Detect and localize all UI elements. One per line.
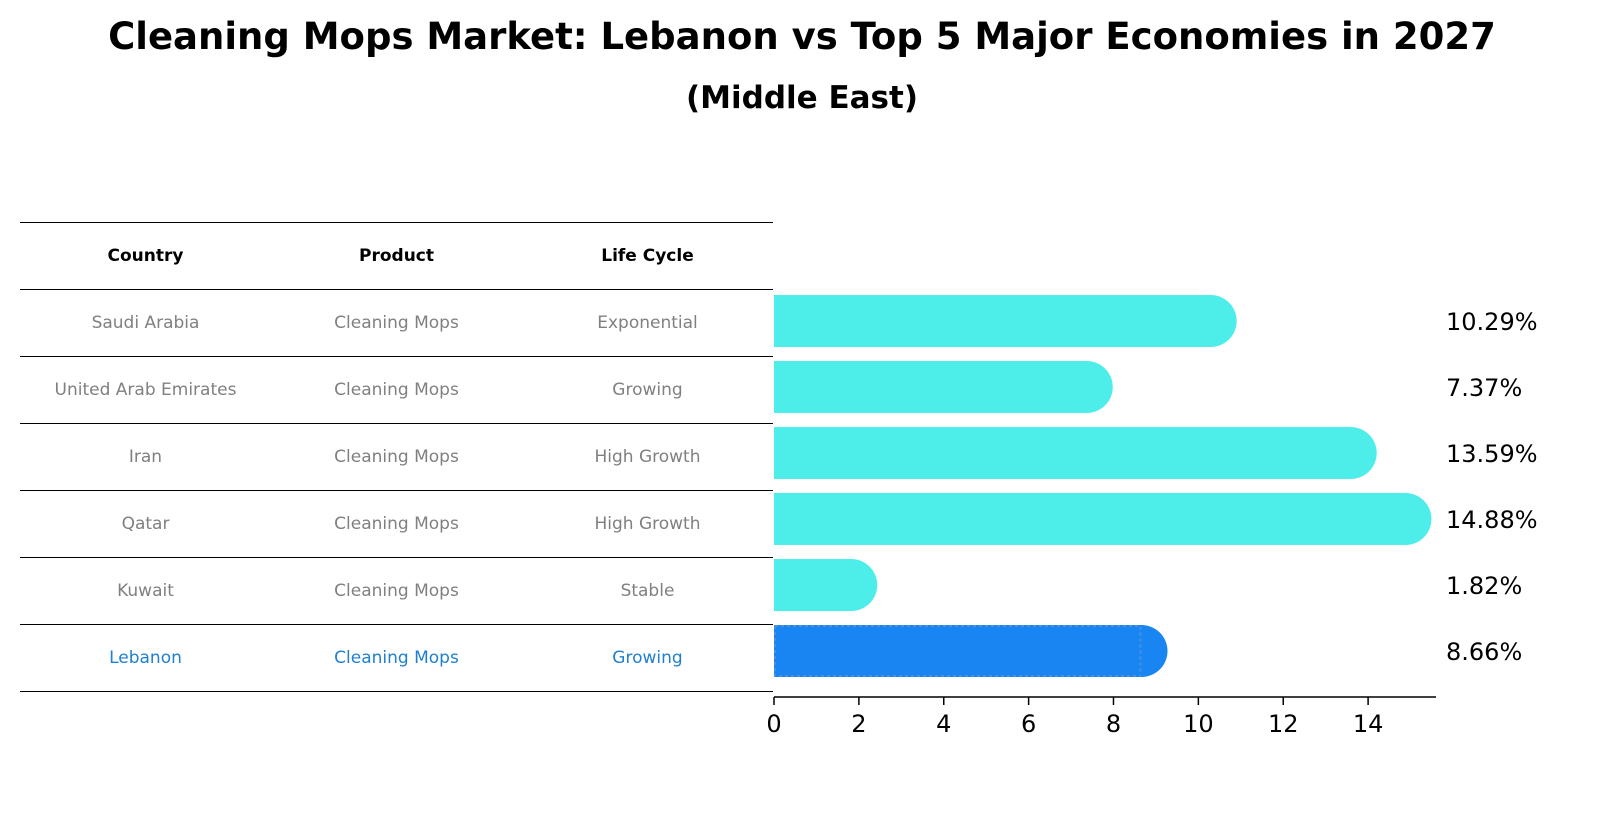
product-cell: Cleaning Mops [334,581,459,601]
table-row: United Arab Emirates Cleaning Mops Growi… [20,356,773,423]
country-table: Country Product Life Cycle Saudi Arabia … [20,222,773,692]
country-cell: Saudi Arabia [91,313,200,333]
value-label: 14.88% [1446,506,1538,534]
value-label: 1.82% [1446,572,1522,600]
life-cycle-cell: Stable [620,581,675,601]
table-row: Saudi Arabia Cleaning Mops Exponential [20,289,773,356]
product-cell: Cleaning Mops [334,313,459,333]
bar-qatar [774,493,1406,545]
chart-title: Cleaning Mops Market: Lebanon vs Top 5 M… [108,15,1496,58]
bar-cap-kuwait [825,559,878,611]
x-tick-label: 8 [1106,710,1121,738]
value-label: 10.29% [1446,308,1538,336]
value-label: 8.66% [1446,638,1522,666]
x-tick-label: 6 [1021,710,1036,738]
life-cycle-cell: Growing [612,380,683,400]
header-life-cycle: Life Cycle [601,246,694,266]
value-label: 7.37% [1446,374,1522,402]
x-tick-label: 2 [851,710,866,738]
table-row: Iran Cleaning Mops High Growth [20,423,773,490]
x-tick-label: 14 [1353,710,1384,738]
chart-subtitle: (Middle East) [685,80,918,116]
life-cycle-cell: Growing [612,648,683,668]
life-cycle-cell: High Growth [594,514,701,534]
bar-lebanon [774,625,1142,677]
x-tick-label: 0 [766,710,781,738]
table-row: Qatar Cleaning Mops High Growth [20,490,773,557]
country-cell: United Arab Emirates [54,380,237,400]
life-cycle-cell: Exponential [597,313,698,333]
bar-cap-qatar [1379,493,1432,545]
x-tick-label: 4 [936,710,951,738]
bar-cap-united-arab-emirates [1060,361,1113,413]
bar-united-arab-emirates [774,361,1087,413]
product-cell: Cleaning Mops [334,447,459,467]
country-cell: Qatar [121,514,170,534]
table-row: Kuwait Cleaning Mops Stable [20,557,773,624]
bar-cap-saudi-arabia [1184,295,1237,347]
bar-iran [774,427,1351,479]
x-tick-label: 10 [1183,710,1214,738]
x-tick-label: 12 [1268,710,1299,738]
product-cell: Cleaning Mops [334,648,459,668]
bar-highlight-outline [774,625,1142,677]
bar-cap-iran [1324,427,1377,479]
product-cell: Cleaning Mops [334,514,459,534]
country-cell: Iran [128,447,163,467]
country-cell: Kuwait [117,581,174,601]
product-cell: Cleaning Mops [334,380,459,400]
country-cell: Lebanon [109,648,182,668]
table-header-row: Country Product Life Cycle [20,222,773,289]
bar-saudi-arabia [774,295,1211,347]
header-product: Product [359,246,434,266]
value-label: 13.59% [1446,440,1538,468]
life-cycle-cell: High Growth [594,447,701,467]
header-country: Country [107,246,184,266]
table-row-highlight: Lebanon Cleaning Mops Growing [20,624,773,692]
